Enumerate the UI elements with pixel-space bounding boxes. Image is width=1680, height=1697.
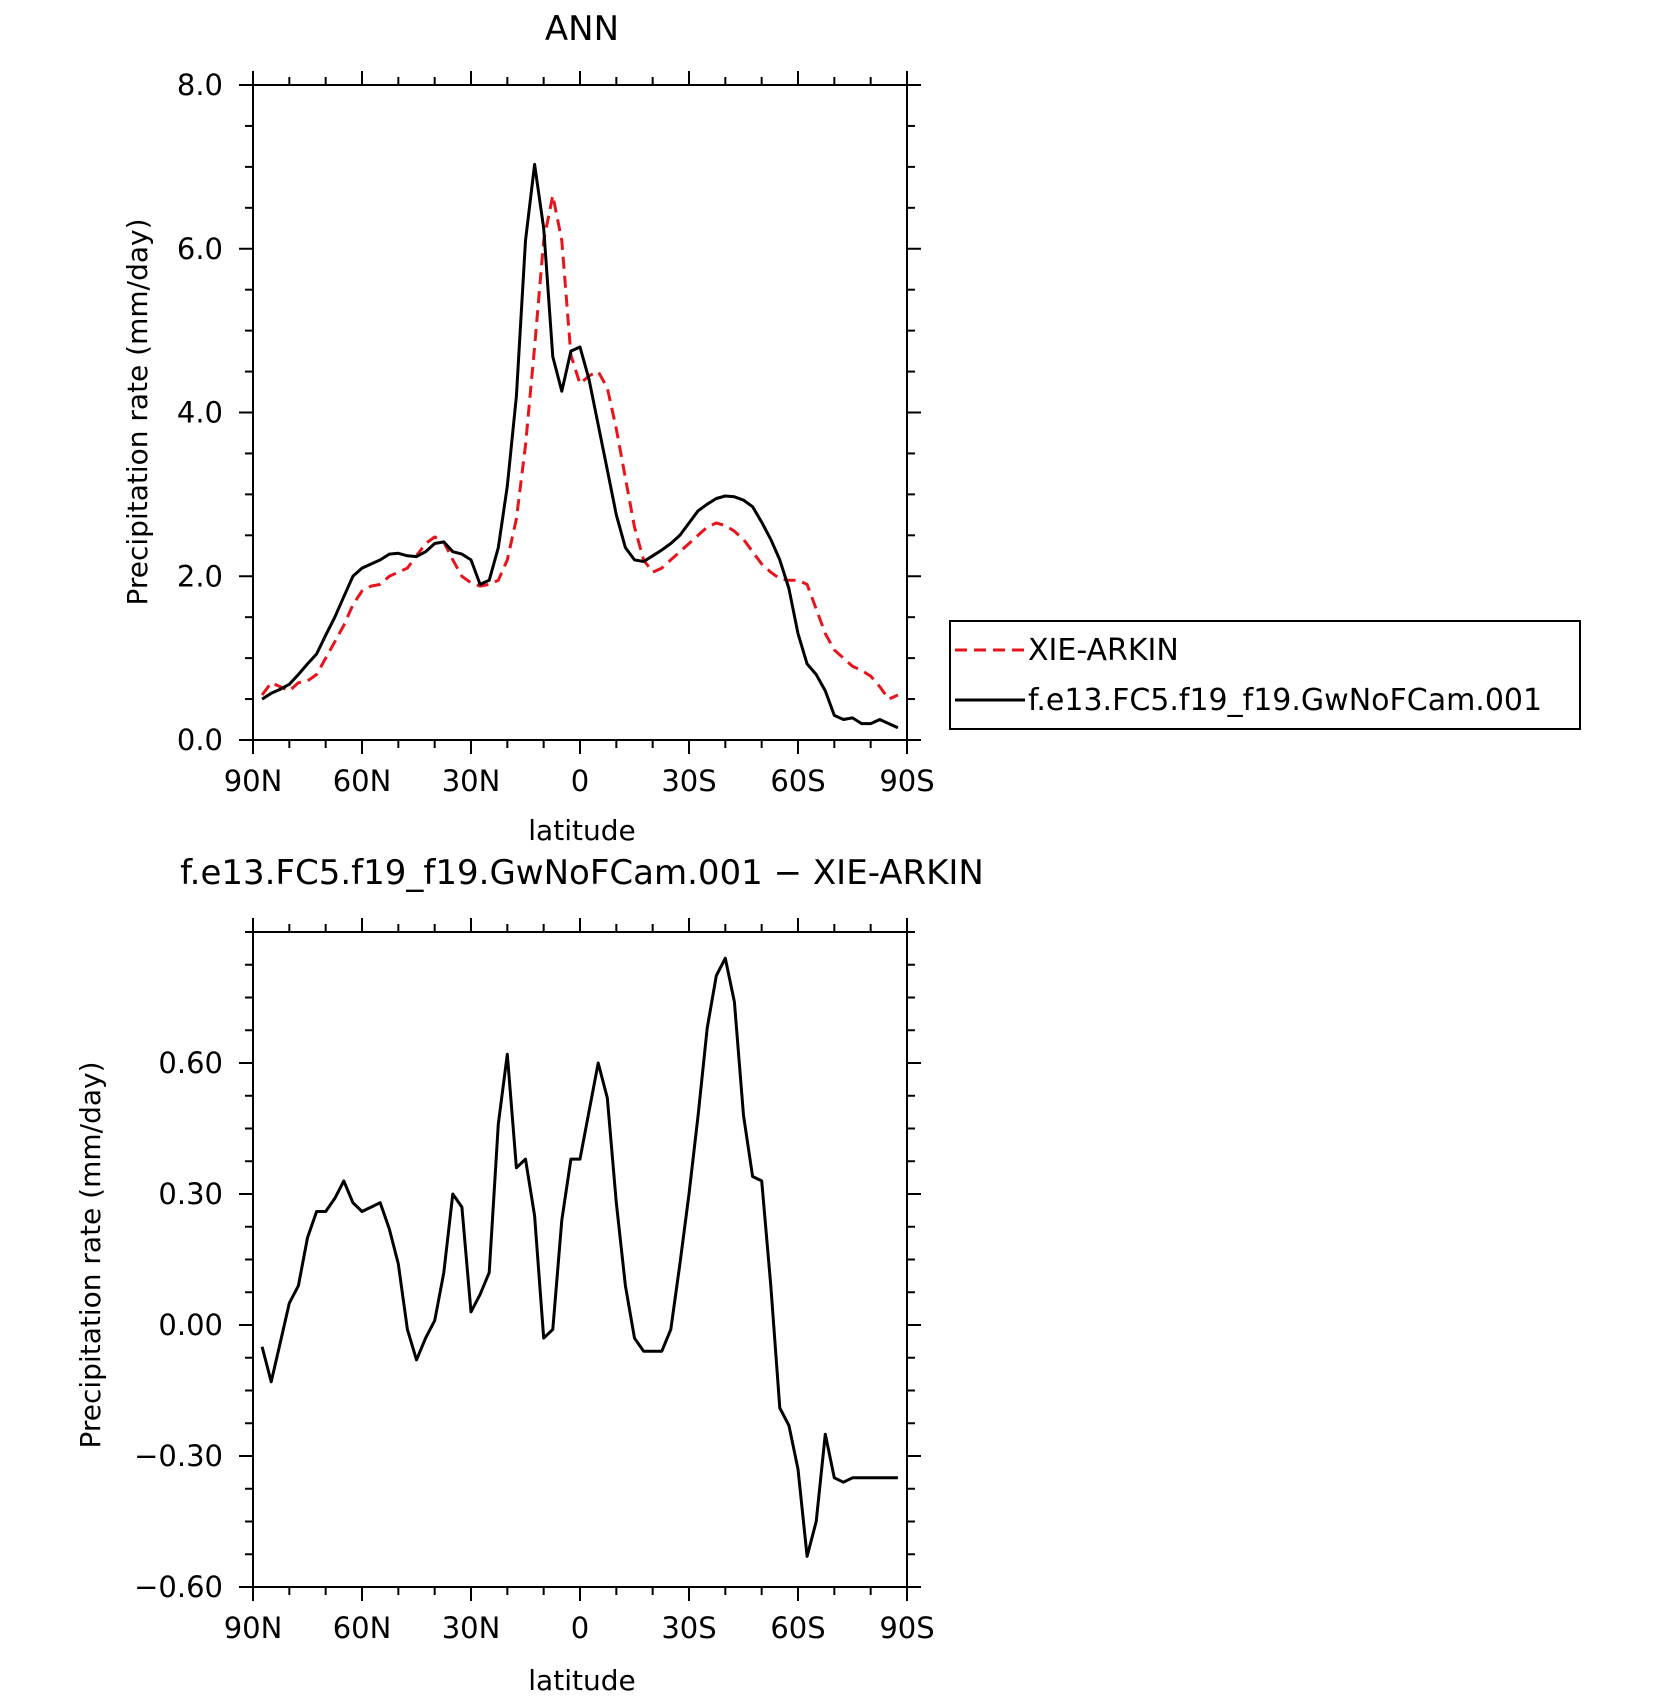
- plot-frame: [252, 84, 908, 741]
- y-tick-label: 0.30: [158, 1177, 223, 1211]
- x-tick-label: 30N: [442, 1611, 501, 1645]
- bottom-y-axis-label: Precipitation rate (mm/day): [74, 1061, 107, 1448]
- y-tick-label: −0.60: [134, 1570, 223, 1604]
- x-tick-label: 90S: [879, 764, 934, 798]
- bottom-x-axis-label: latitude: [528, 1664, 635, 1697]
- x-tick-label: 60N: [333, 1611, 392, 1645]
- x-tick-label: 30N: [442, 764, 501, 798]
- y-tick-label: 0.60: [158, 1046, 223, 1080]
- y-tick-label: 0.0: [177, 723, 223, 757]
- x-tick-label: 90N: [224, 1611, 283, 1645]
- top-panel: ANN latitude Precipitation rate (mm/day)…: [121, 9, 935, 847]
- bottom-panel: f.e13.FC5.f19_f19.GwNoFCam.001 − XIE-ARK…: [74, 853, 984, 1697]
- y-tick-label: 0.00: [158, 1308, 223, 1342]
- x-tick-label: 0: [571, 764, 589, 798]
- y-tick-label: −0.30: [134, 1439, 223, 1473]
- top-x-axis-label: latitude: [528, 814, 635, 847]
- series-line-0: [260, 956, 898, 1558]
- x-tick-label: 30S: [661, 764, 716, 798]
- top-y-axis-label: Precipitation rate (mm/day): [121, 218, 154, 605]
- legend-label-xie-arkin: XIE-ARKIN: [1028, 633, 1179, 668]
- x-tick-label: 60S: [770, 764, 825, 798]
- series-line-1: [261, 162, 899, 730]
- legend: XIE-ARKIN f.e13.FC5.f19_f19.GwNoFCam.001: [949, 620, 1581, 730]
- y-tick-label: 8.0: [177, 68, 223, 102]
- x-tick-label: 60N: [333, 764, 392, 798]
- y-tick-label: 4.0: [177, 396, 223, 430]
- x-tick-label: 90S: [879, 1611, 934, 1645]
- top-chart-title: ANN: [545, 9, 619, 49]
- legend-label-model: f.e13.FC5.f19_f19.GwNoFCam.001: [1028, 683, 1542, 718]
- x-tick-label: 90N: [224, 764, 283, 798]
- x-tick-label: 30S: [661, 1611, 716, 1645]
- bottom-chart-title: f.e13.FC5.f19_f19.GwNoFCam.001 − XIE-ARK…: [180, 853, 984, 893]
- series-line-0: [260, 194, 899, 701]
- y-tick-label: 6.0: [177, 232, 223, 266]
- x-tick-label: 60S: [770, 1611, 825, 1645]
- legend-box: [949, 620, 1581, 730]
- plot-frame: [252, 931, 908, 1588]
- x-tick-label: 0: [571, 1611, 589, 1645]
- y-tick-label: 2.0: [177, 559, 223, 593]
